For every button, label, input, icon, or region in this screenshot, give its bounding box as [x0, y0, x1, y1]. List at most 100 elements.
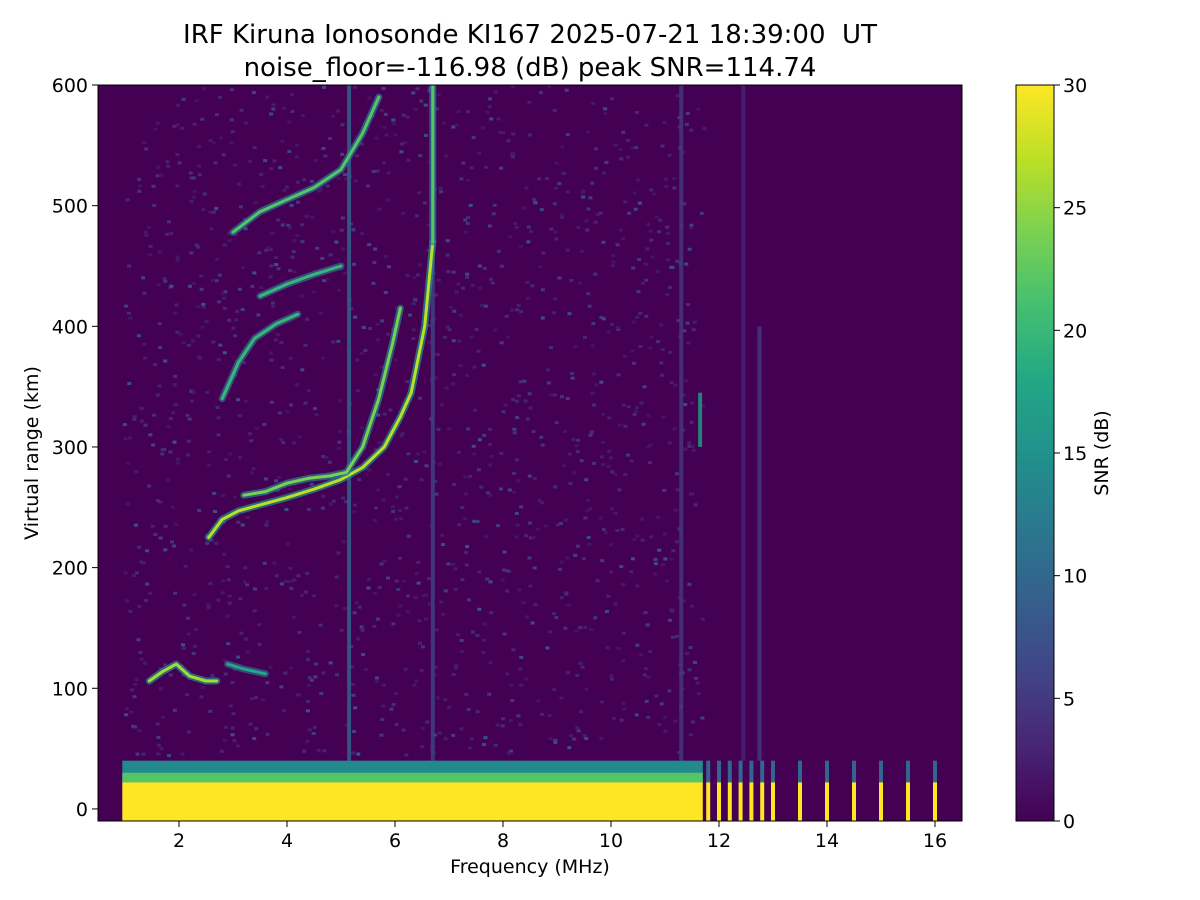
noise-cell [175, 123, 180, 127]
noise-cell [296, 693, 301, 697]
y-tick-label: 200 [52, 558, 88, 580]
noise-cell [385, 473, 390, 477]
noise-cell [341, 247, 346, 251]
noise-cell [420, 745, 425, 749]
noise-cell [379, 108, 384, 112]
noise-cell [427, 602, 432, 606]
noise-cell [498, 487, 503, 491]
noise-cell [470, 283, 475, 287]
noise-cell [591, 102, 596, 106]
noise-cell [559, 215, 564, 219]
noise-cell [638, 311, 643, 315]
noise-cell [192, 644, 197, 648]
noise-cell [271, 305, 276, 309]
y-tick-label: 300 [52, 437, 88, 459]
noise-cell [516, 714, 521, 718]
noise-cell [482, 266, 487, 270]
noise-cell [635, 315, 640, 319]
noise-cell [279, 685, 284, 689]
noise-cell [177, 161, 182, 165]
noise-cell [439, 600, 444, 604]
noise-cell [156, 165, 161, 169]
noise-cell [505, 672, 510, 676]
noise-cell [384, 133, 389, 137]
noise-cell [375, 169, 380, 173]
noise-cell [662, 715, 667, 719]
noise-cell [229, 141, 234, 145]
noise-cell [204, 320, 209, 324]
noise-cell [581, 195, 586, 199]
noise-cell [248, 432, 253, 436]
noise-cell [199, 287, 204, 291]
noise-cell [169, 231, 174, 235]
noise-cell [601, 240, 606, 244]
noise-cell [401, 211, 406, 215]
noise-cell [457, 339, 462, 343]
noise-cell [403, 477, 408, 481]
noise-cell [192, 122, 197, 126]
noise-cell [353, 179, 358, 183]
noise-cell [371, 281, 376, 285]
noise-cell [615, 528, 620, 532]
noise-cell [328, 502, 333, 506]
noise-cell [608, 456, 613, 460]
noise-cell [690, 444, 695, 448]
noise-cell [443, 737, 448, 741]
chart-subtitle: noise_floor=-116.98 (dB) peak SNR=114.74 [243, 53, 817, 83]
noise-cell [274, 263, 279, 267]
noise-cell [672, 177, 677, 181]
noise-cell [215, 257, 220, 261]
noise-cell [375, 322, 380, 326]
noise-cell [688, 733, 693, 737]
noise-cell [525, 296, 530, 300]
noise-cell [305, 649, 310, 653]
noise-cell [377, 207, 382, 211]
noise-cell [425, 720, 430, 724]
ground-echo [122, 782, 703, 821]
noise-cell [533, 603, 538, 607]
noise-cell [481, 126, 486, 130]
noise-cell [440, 533, 445, 537]
noise-cell [565, 397, 570, 401]
noise-cell [419, 99, 424, 103]
noise-cell [433, 352, 438, 356]
noise-cell [227, 594, 232, 598]
noise-cell [278, 166, 283, 170]
noise-cell [355, 358, 360, 362]
noise-cell [256, 313, 261, 317]
noise-cell [594, 383, 599, 387]
noise-cell [510, 155, 515, 159]
noise-cell [232, 495, 237, 499]
noise-cell [305, 709, 310, 713]
noise-cell [515, 416, 520, 420]
noise-cell [156, 752, 161, 756]
noise-cell [584, 687, 589, 691]
noise-cell [489, 611, 494, 615]
noise-cell [662, 120, 667, 124]
noise-cell [277, 411, 282, 415]
noise-cell [466, 707, 471, 711]
noise-cell [223, 290, 228, 294]
noise-cell [242, 361, 247, 365]
noise-cell [268, 247, 273, 251]
noise-cell [135, 752, 140, 756]
noise-cell [336, 551, 341, 555]
noise-cell [568, 481, 573, 485]
noise-cell [356, 752, 361, 756]
noise-cell [357, 478, 362, 482]
noise-cell [380, 319, 385, 323]
noise-cell [363, 349, 368, 353]
noise-cell [197, 173, 202, 177]
noise-cell [265, 520, 270, 524]
noise-cell [169, 540, 174, 544]
noise-cell [155, 722, 160, 726]
noise-cell [260, 184, 265, 188]
noise-cell [228, 704, 233, 708]
noise-cell [303, 343, 308, 347]
noise-cell [260, 698, 265, 702]
noise-cell [570, 376, 575, 380]
noise-cell [234, 318, 239, 322]
noise-cell [518, 310, 523, 314]
noise-cell [641, 281, 646, 285]
noise-cell [340, 123, 345, 127]
